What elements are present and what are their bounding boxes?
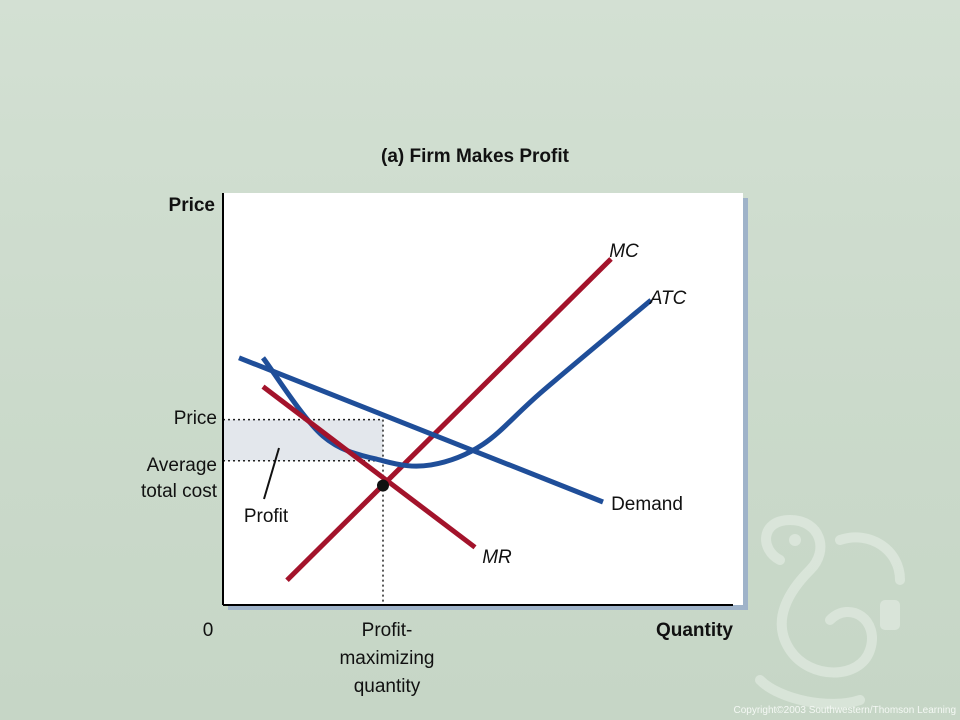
- y-marker-label-0: Price: [174, 408, 217, 429]
- mc-label: MC: [609, 241, 639, 262]
- demand-label: Demand: [611, 494, 683, 515]
- origin-label: 0: [203, 620, 214, 641]
- atc-label: ATC: [649, 288, 687, 309]
- x-marker-label-0: Profit-maximizing quantity: [339, 620, 434, 697]
- y-marker-label-1: Average total cost: [141, 455, 218, 502]
- mc-curve: [285, 257, 613, 583]
- plot-area: [223, 193, 743, 605]
- mr-curve: [261, 384, 477, 550]
- copyright-notice: Copyright©2003 Southwestern/Thomson Lear…: [733, 705, 957, 716]
- chart-title: (a) Firm Makes Profit: [381, 146, 570, 167]
- mc-mr-intersection-point: [377, 479, 389, 492]
- profit-pointer: [263, 447, 280, 500]
- y-axis-label: Price: [169, 195, 215, 216]
- demand-curve: [238, 355, 604, 505]
- atc-curve: [261, 298, 653, 469]
- x-axis-label: Quantity: [656, 620, 733, 641]
- decorative-dragon-motif: [755, 514, 905, 709]
- mr-label: MR: [482, 547, 512, 568]
- profit-label: Profit: [244, 506, 289, 527]
